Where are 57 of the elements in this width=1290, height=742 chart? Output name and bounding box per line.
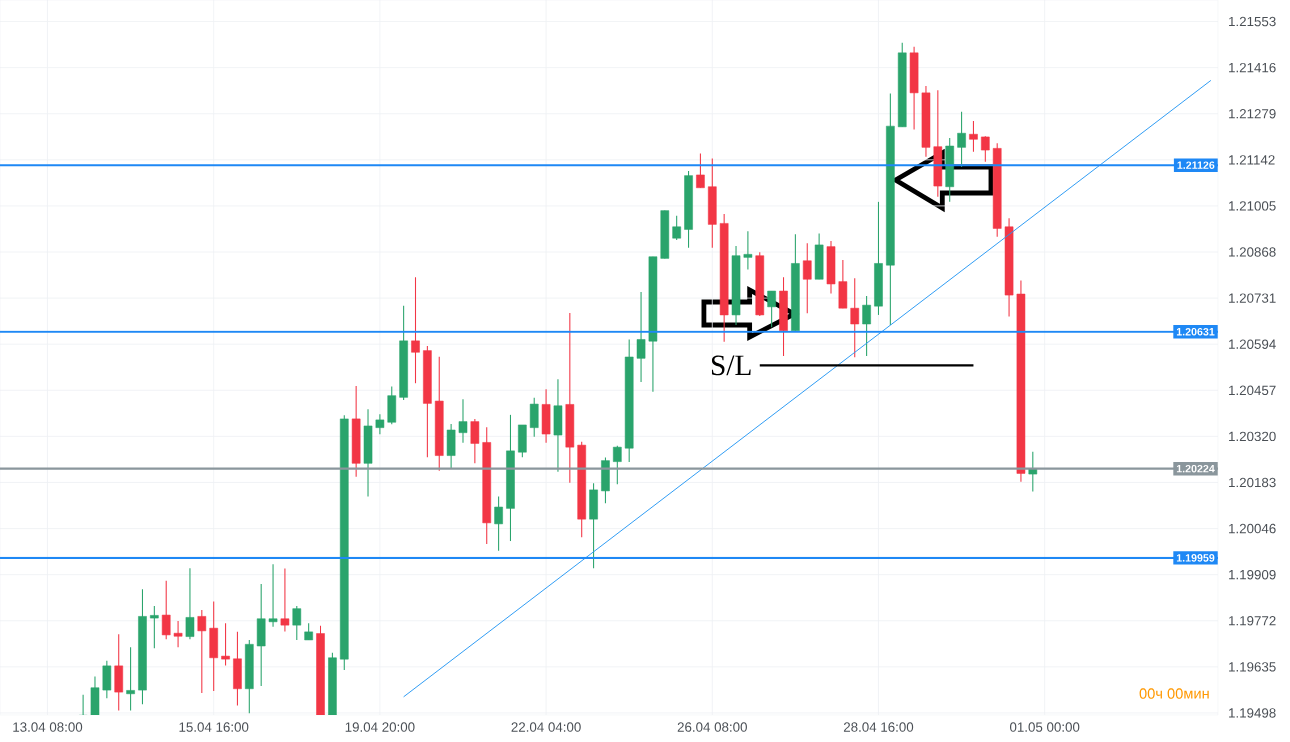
candlestick	[850, 277, 860, 358]
candlestick	[292, 605, 302, 641]
candlestick	[981, 135, 990, 163]
candlestick	[375, 413, 385, 435]
y-tick-label: 1.21416	[1229, 62, 1276, 73]
y-tick-label: 1.20457	[1229, 385, 1276, 396]
candlestick	[767, 290, 776, 328]
candlestick	[126, 646, 135, 712]
candlestick	[185, 567, 195, 640]
x-tick-label: 01.05 00:00	[1009, 722, 1080, 732]
candlestick	[636, 291, 646, 383]
candlestick	[221, 622, 230, 667]
candlestick	[743, 230, 753, 271]
x-tick-label: 13.04 08:00	[13, 722, 83, 732]
candlestick	[672, 215, 681, 241]
candlestick	[150, 605, 159, 649]
candlestick	[458, 398, 468, 444]
candlestick	[411, 276, 420, 384]
candlestick	[470, 418, 480, 464]
y-tick-label: 1.20731	[1229, 293, 1276, 303]
y-tick-label: 1.20183	[1229, 477, 1276, 488]
candlestick	[268, 563, 278, 628]
y-tick-label: 1.19772	[1229, 616, 1276, 626]
y-tick-label: 1.19635	[1229, 662, 1276, 672]
candlestick	[957, 111, 966, 168]
y-tick-label: 1.20320	[1229, 431, 1276, 442]
x-tick-label: 28.04 16:00	[843, 722, 914, 732]
y-tick-label: 1.19909	[1229, 569, 1276, 580]
x-tick-label: 19.04 20:00	[345, 722, 415, 732]
y-tick-label: 1.21279	[1229, 109, 1276, 119]
y-tick-label: 1.20868	[1229, 247, 1276, 257]
ref-line-label: 1.20631	[1176, 327, 1215, 336]
candlestick	[529, 397, 539, 438]
y-tick-label: 1.20594	[1229, 339, 1276, 349]
x-tick-label: 15.04 16:00	[179, 722, 249, 732]
candlestick	[696, 152, 705, 189]
x-tick-label: 26.04 08:00	[677, 722, 747, 732]
candlestick	[197, 609, 207, 694]
y-tick-label: 1.19498	[1229, 708, 1276, 718]
y-tick-label: 1.21553	[1229, 16, 1276, 27]
candlestick	[173, 620, 183, 648]
candlestick	[969, 120, 978, 153]
candlestick	[613, 445, 622, 485]
y-tick-label: 1.20046	[1229, 523, 1276, 534]
ref-line-label: 1.19959	[1176, 554, 1215, 562]
annotation: 00ч 00мин	[1139, 688, 1209, 699]
x-tick-label: 22.04 04:00	[511, 722, 581, 732]
candlestick	[161, 580, 171, 640]
candlestick	[280, 568, 290, 633]
annotation: S/L	[711, 355, 751, 376]
y-tick-label: 1.21005	[1229, 201, 1276, 211]
candlestick	[802, 242, 812, 314]
ref-line-label: 1.20224	[1176, 464, 1215, 473]
ref-line-label: 1.21126	[1177, 161, 1215, 169]
y-tick-label: 1.21142	[1229, 155, 1275, 165]
candlestick	[862, 295, 871, 357]
candlestick	[494, 496, 503, 552]
